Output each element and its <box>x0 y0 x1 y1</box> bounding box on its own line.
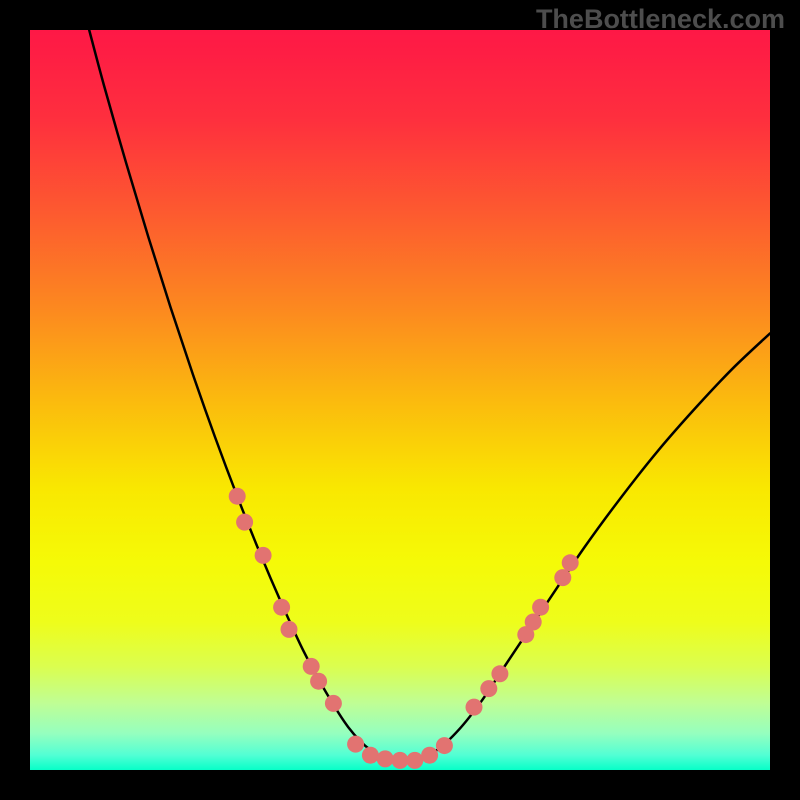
data-marker <box>310 673 327 690</box>
data-marker <box>406 752 423 769</box>
data-marker <box>436 737 453 754</box>
chart-stage: TheBottleneck.com <box>0 0 800 800</box>
data-marker <box>281 621 298 638</box>
data-marker <box>562 554 579 571</box>
data-marker <box>325 695 342 712</box>
data-marker <box>255 547 272 564</box>
gradient-background <box>30 30 770 770</box>
watermark-label: TheBottleneck.com <box>536 4 785 35</box>
data-marker <box>229 488 246 505</box>
data-marker <box>525 614 542 631</box>
data-marker <box>466 699 483 716</box>
data-marker <box>392 752 409 769</box>
data-marker <box>554 569 571 586</box>
data-marker <box>347 736 364 753</box>
data-marker <box>421 747 438 764</box>
data-marker <box>303 658 320 675</box>
data-marker <box>236 514 253 531</box>
plot-area <box>30 30 770 770</box>
data-marker <box>480 680 497 697</box>
data-marker <box>491 665 508 682</box>
data-marker <box>273 599 290 616</box>
data-marker <box>362 747 379 764</box>
data-marker <box>377 750 394 767</box>
data-marker <box>532 599 549 616</box>
